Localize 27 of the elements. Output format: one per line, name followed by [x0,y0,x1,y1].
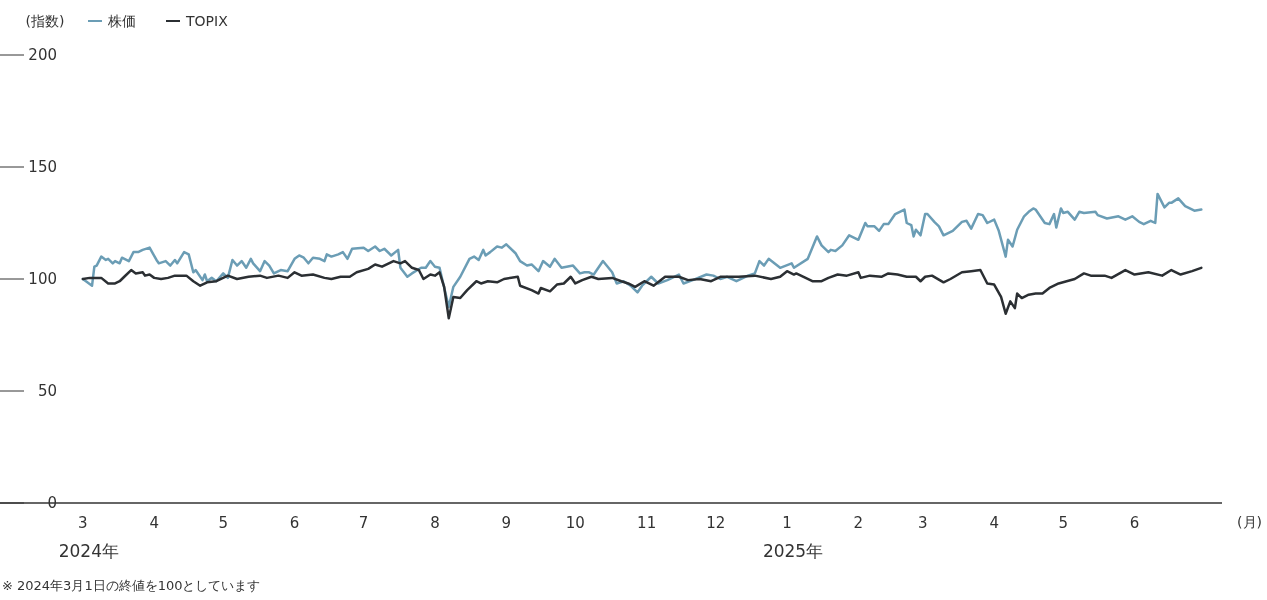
y-axis-title: (指数) [25,13,65,29]
y-tick-label: 50 [37,382,57,400]
legend-label: TOPIX [185,13,229,29]
text: 2024年 [58,541,119,561]
x-tick-label: 12 [706,514,726,532]
text: 2025年 [762,541,824,561]
y-tick-label: 200 [28,46,57,64]
legend-label: 株価 [107,13,136,29]
x-tick-label: 5 [218,514,228,532]
x-axis-title: (月) [1237,514,1262,530]
x-tick-label: 6 [289,514,300,532]
x-tick-label: 1 [782,514,792,532]
y-tick-label: 100 [28,270,57,288]
x-tick-label: 4 [149,514,159,532]
x-tick-label: 9 [501,514,512,532]
x-tick-label: 5 [1058,514,1068,532]
y-tick-label: 150 [28,158,57,176]
x-tick-label: 10 [565,514,585,532]
x-tick-label: 11 [637,514,657,532]
x-tick-label: 7 [358,514,369,532]
x-tick-label: 4 [989,514,999,532]
x-tick-label: 8 [430,514,440,532]
x-tick-label: 6 [1129,514,1140,532]
text: ※ 2024年3月1日の終値を100としています [2,578,261,593]
x-tick-label: 3 [78,514,88,532]
x-tick-label: 3 [918,514,928,532]
x-tick-label: 2 [853,514,864,532]
